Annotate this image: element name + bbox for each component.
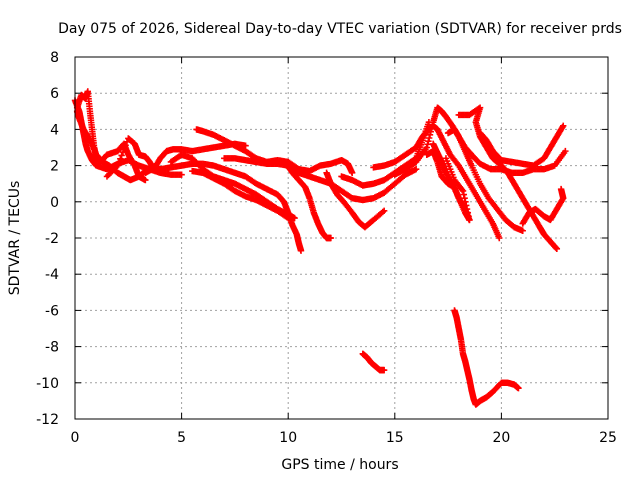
data-point bbox=[553, 245, 561, 253]
data-point bbox=[519, 227, 526, 234]
data-point bbox=[115, 159, 123, 166]
data-point bbox=[496, 234, 503, 242]
x-tick-label: 25 bbox=[599, 430, 617, 446]
y-tick-label: -10 bbox=[36, 376, 59, 392]
series-track-7 bbox=[189, 167, 292, 222]
data-point bbox=[118, 152, 125, 159]
data-point bbox=[348, 169, 356, 177]
data-point bbox=[283, 213, 291, 221]
y-tick-label: -8 bbox=[45, 340, 59, 356]
series-track-11 bbox=[323, 169, 388, 231]
data-point bbox=[515, 385, 522, 392]
axis-ticks: 0 5 10 15 20 25 -12 -10 -8 -6 -4 -2 0 2 4 6 8 bbox=[36, 50, 617, 446]
series-track-19 bbox=[476, 122, 567, 169]
y-axis-label: SDTVAR / TECUs bbox=[7, 181, 23, 296]
data-point bbox=[379, 208, 387, 216]
data-point bbox=[327, 234, 335, 242]
y-tick-label: -6 bbox=[45, 303, 59, 319]
series-track-16 bbox=[423, 147, 473, 224]
data-point bbox=[560, 122, 567, 129]
chart-title: Day 075 of 2026, Sidereal Day-to-day VTE… bbox=[58, 21, 622, 37]
x-tick-label: 15 bbox=[386, 430, 404, 446]
series-track-5 bbox=[142, 160, 305, 254]
y-tick-label: -2 bbox=[45, 231, 59, 247]
x-tick-label: 10 bbox=[279, 430, 297, 446]
series-track-3 bbox=[73, 108, 151, 184]
x-tick-label: 0 bbox=[71, 430, 80, 446]
plot-frame bbox=[74, 56, 609, 420]
grid bbox=[75, 57, 608, 419]
y-tick-label: 6 bbox=[50, 86, 59, 102]
data-point bbox=[285, 214, 292, 222]
data-point bbox=[380, 207, 388, 215]
data-point bbox=[380, 366, 388, 374]
x-axis-label: GPS time / hours bbox=[281, 457, 398, 473]
data-point bbox=[242, 142, 249, 149]
data-point bbox=[114, 162, 121, 169]
data-point bbox=[122, 142, 129, 149]
y-tick-label: 2 bbox=[50, 159, 59, 175]
y-tick-label: -12 bbox=[36, 412, 59, 428]
series-track-14 bbox=[391, 104, 526, 234]
y-tick-label: 4 bbox=[50, 122, 59, 138]
data-point bbox=[466, 216, 473, 224]
data-point bbox=[117, 155, 124, 163]
data-point bbox=[142, 176, 149, 184]
x-tick-label: 5 bbox=[177, 430, 186, 446]
data-point bbox=[178, 171, 185, 178]
series-track-18 bbox=[455, 104, 561, 253]
data-point bbox=[121, 145, 128, 152]
series-track-21 bbox=[359, 350, 388, 374]
y-tick-label: 8 bbox=[50, 50, 59, 66]
data-points bbox=[71, 88, 569, 408]
data-point bbox=[291, 214, 298, 222]
data-point bbox=[562, 147, 569, 155]
data-point bbox=[412, 166, 420, 173]
data-point bbox=[557, 185, 565, 193]
series-track-17 bbox=[444, 126, 569, 177]
series-track-10 bbox=[280, 158, 420, 204]
y-tick-label: -4 bbox=[45, 267, 59, 283]
y-tick-label: 0 bbox=[50, 195, 59, 211]
data-point bbox=[119, 148, 127, 156]
series-track-22 bbox=[451, 307, 522, 408]
data-point bbox=[297, 247, 305, 254]
x-tick-label: 20 bbox=[492, 430, 510, 446]
series-track-20 bbox=[519, 185, 567, 227]
data-point bbox=[442, 155, 450, 162]
